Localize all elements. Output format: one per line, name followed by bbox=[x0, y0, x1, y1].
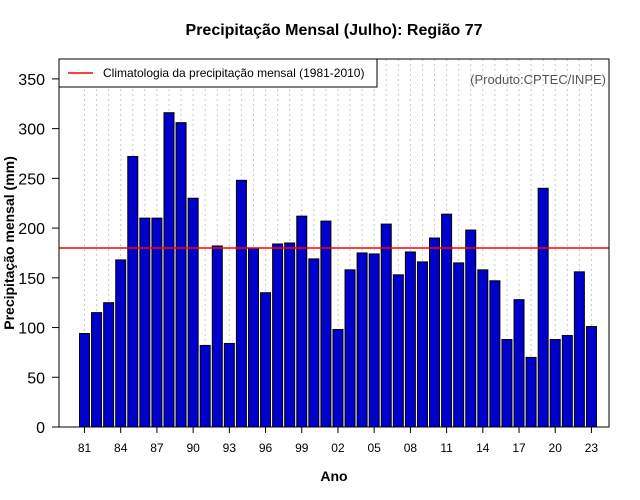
x-axis-title: Ano bbox=[320, 468, 347, 484]
bar-04 bbox=[356, 252, 368, 428]
bar-13 bbox=[465, 229, 477, 428]
y-tick-label: 0 bbox=[36, 420, 45, 437]
bar-81 bbox=[79, 333, 90, 428]
bar-07 bbox=[392, 274, 404, 428]
bar-12 bbox=[453, 262, 465, 428]
bar-85 bbox=[127, 155, 139, 428]
bar-95 bbox=[247, 247, 259, 428]
bar-16 bbox=[501, 338, 513, 428]
x-tick-label: 90 bbox=[186, 441, 200, 455]
bar-23 bbox=[585, 326, 597, 428]
bar-11 bbox=[441, 213, 453, 428]
y-tick-label: 350 bbox=[18, 72, 45, 89]
bar-14 bbox=[477, 269, 489, 428]
x-tick-label: 23 bbox=[585, 441, 599, 455]
x-tick-label: 84 bbox=[114, 441, 128, 455]
chart-title: Precipitação Mensal (Julho): Região 77 bbox=[186, 22, 483, 39]
bar-88 bbox=[163, 112, 175, 428]
y-axis-title: Precipitação mensal (mm) bbox=[1, 156, 17, 330]
legend: Climatologia da precipitação mensal (198… bbox=[58, 58, 378, 88]
bar-96 bbox=[260, 292, 272, 428]
source-annotation: (Produto:CPTEC/INPE) bbox=[470, 72, 606, 87]
bar-21 bbox=[561, 335, 573, 428]
x-axis: 81 84 87 90 93 96 99 02 05 08 11 14 17 20 23 bbox=[78, 427, 599, 455]
bar-86 bbox=[139, 217, 151, 428]
bar-20 bbox=[549, 338, 561, 428]
x-tick-label: 20 bbox=[549, 441, 563, 455]
bar-17 bbox=[513, 299, 525, 428]
y-tick-label: 50 bbox=[27, 370, 45, 387]
x-tick-label: 99 bbox=[295, 441, 309, 455]
bar-82 bbox=[91, 312, 103, 428]
bar-18 bbox=[525, 356, 537, 428]
bar-97 bbox=[272, 243, 284, 428]
bar-87 bbox=[151, 217, 163, 428]
x-tick-label: 11 bbox=[440, 441, 453, 455]
legend-box bbox=[58, 58, 378, 88]
x-tick-label: 14 bbox=[476, 441, 490, 455]
bar-98 bbox=[284, 242, 296, 428]
y-axis: 0 50 100 150 200 250 300 350 bbox=[18, 72, 59, 437]
x-tick-label: 81 bbox=[78, 441, 92, 455]
bar-02 bbox=[332, 329, 344, 428]
bar-93 bbox=[223, 342, 235, 428]
bar-19 bbox=[537, 187, 549, 428]
bar-22 bbox=[573, 271, 585, 428]
bar-89 bbox=[175, 122, 187, 428]
bar-92 bbox=[211, 245, 223, 428]
bar-94 bbox=[235, 179, 247, 428]
bar-90 bbox=[187, 197, 199, 428]
legend-entry-climatology: Climatologia da precipitação mensal (198… bbox=[103, 66, 364, 80]
y-tick-label: 150 bbox=[18, 271, 45, 288]
x-tick-label: 17 bbox=[512, 441, 526, 455]
y-tick-label: 300 bbox=[18, 122, 45, 139]
bar-01 bbox=[320, 220, 332, 428]
bar-91 bbox=[199, 344, 211, 428]
x-tick-label: 08 bbox=[404, 441, 418, 455]
bar-00 bbox=[308, 258, 320, 428]
bar-15 bbox=[489, 280, 501, 428]
bar-09 bbox=[416, 261, 428, 428]
bar-06 bbox=[380, 223, 392, 428]
bars bbox=[79, 112, 597, 428]
x-tick-label: 96 bbox=[259, 441, 273, 455]
x-tick-label: 05 bbox=[368, 441, 382, 455]
x-tick-label: 02 bbox=[331, 441, 345, 455]
bar-05 bbox=[368, 253, 380, 428]
x-tick-label: 93 bbox=[223, 441, 237, 455]
y-tick-label: 200 bbox=[18, 221, 45, 238]
y-tick-label: 100 bbox=[18, 321, 45, 338]
bar-83 bbox=[103, 302, 115, 428]
bar-84 bbox=[115, 259, 127, 428]
y-tick-label: 250 bbox=[18, 171, 45, 188]
bar-10 bbox=[429, 237, 441, 428]
x-tick-label: 87 bbox=[150, 441, 164, 455]
bar-08 bbox=[404, 251, 416, 428]
bar-03 bbox=[344, 269, 356, 428]
